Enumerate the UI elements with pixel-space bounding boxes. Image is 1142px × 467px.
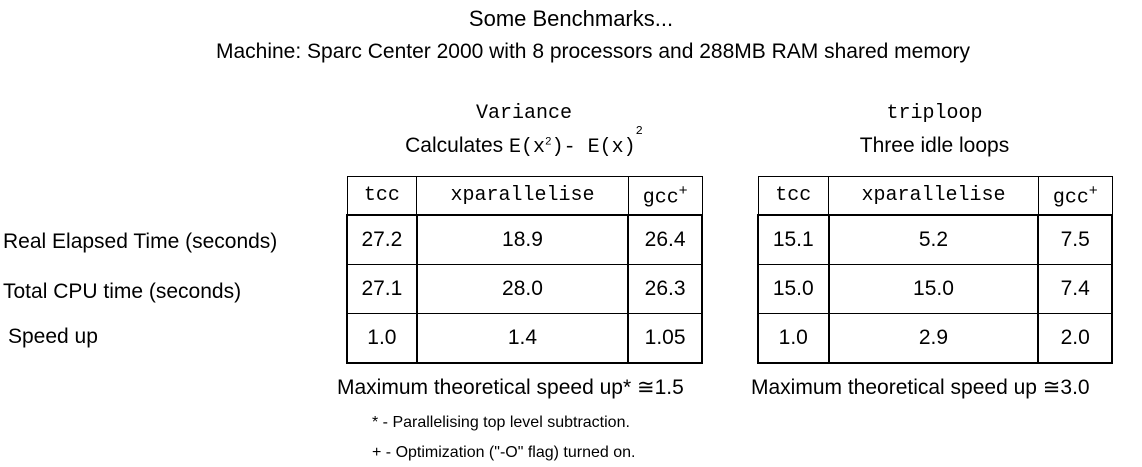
header-cell: gcc+: [627, 176, 703, 216]
cell: 1.0: [346, 313, 418, 364]
triploop-description: Three idle loops: [859, 134, 1010, 157]
row-label-speedup: Speed up: [8, 325, 98, 348]
header-cell: xparallelise: [416, 176, 629, 216]
variance-max-speedup: Maximum theoretical speed up* ≅1.5: [337, 376, 684, 399]
header-cell: tcc: [757, 176, 830, 216]
cell: 27.1: [346, 264, 418, 314]
formula-part: )- E(x): [551, 136, 636, 159]
cell: 7.4: [1037, 264, 1113, 314]
cell: 1.4: [415, 313, 630, 364]
variance-name: Variance: [475, 102, 572, 125]
cell: 18.9: [415, 214, 630, 265]
formula-exponent: 2: [635, 124, 643, 139]
variance-formula: E(x2)- E(x)2: [509, 124, 643, 159]
page-title: Some Benchmarks...: [468, 6, 674, 31]
header-text: gcc: [642, 186, 679, 210]
header-cell: xparallelise: [828, 176, 1039, 216]
formula-part: E(x: [509, 136, 546, 159]
cell: 2.9: [827, 313, 1040, 364]
triploop-name: triploop: [886, 102, 983, 125]
triploop-table: tcc xparallelise gcc+ 15.1 5.2 7.5 15.0 15.…: [757, 176, 1113, 364]
cell: 15.0: [827, 264, 1040, 314]
variance-desc-prefix: Calculates: [405, 134, 504, 157]
table-header-row: tcc xparallelise gcc+: [757, 176, 1113, 216]
cell: 1.05: [627, 313, 703, 364]
table-row: 1.0 2.9 2.0: [757, 313, 1113, 364]
formula-exponent: 2: [545, 136, 552, 149]
machine-subtitle: Machine: Sparc Center 2000 with 8 proces…: [215, 40, 970, 63]
header-cell: tcc: [346, 176, 418, 216]
cell: 1.0: [757, 313, 830, 364]
cell: 26.3: [627, 264, 703, 314]
cell: 5.2: [827, 214, 1040, 265]
header-sup: +: [1088, 181, 1098, 199]
row-label-real-time: Real Elapsed Time (seconds): [3, 230, 278, 253]
row-label-cpu-time: Total CPU time (seconds): [3, 280, 242, 303]
header-sup: +: [678, 181, 688, 199]
cell: 27.2: [346, 214, 418, 265]
cell: 28.0: [415, 264, 630, 314]
table-row: 15.0 15.0 7.4: [757, 264, 1113, 314]
cell: 15.1: [757, 214, 830, 265]
footnote-asterisk: * - Parallelising top level subtraction.: [372, 414, 630, 431]
table-row: 27.1 28.0 26.3: [346, 264, 703, 314]
cell: 7.5: [1037, 214, 1113, 265]
table-row: 27.2 18.9 26.4: [346, 214, 703, 265]
variance-table: tcc xparallelise gcc+ 27.2 18.9 26.4 27.1 2…: [346, 176, 703, 364]
variance-description: Calculates E(x2)- E(x)2: [346, 124, 702, 159]
cell: 15.0: [757, 264, 830, 314]
header-text: gcc: [1052, 186, 1089, 210]
table-row: 15.1 5.2 7.5: [757, 214, 1113, 265]
cell: 2.0: [1037, 313, 1113, 364]
footnote-plus: + - Optimization ("-O" flag) turned on.: [372, 444, 636, 461]
cell: 26.4: [627, 214, 703, 265]
table-header-row: tcc xparallelise gcc+: [346, 176, 703, 216]
table-row: 1.0 1.4 1.05: [346, 313, 703, 364]
triploop-max-speedup: Maximum theoretical speed up ≅3.0: [751, 376, 1090, 399]
header-cell: gcc+: [1037, 176, 1113, 216]
